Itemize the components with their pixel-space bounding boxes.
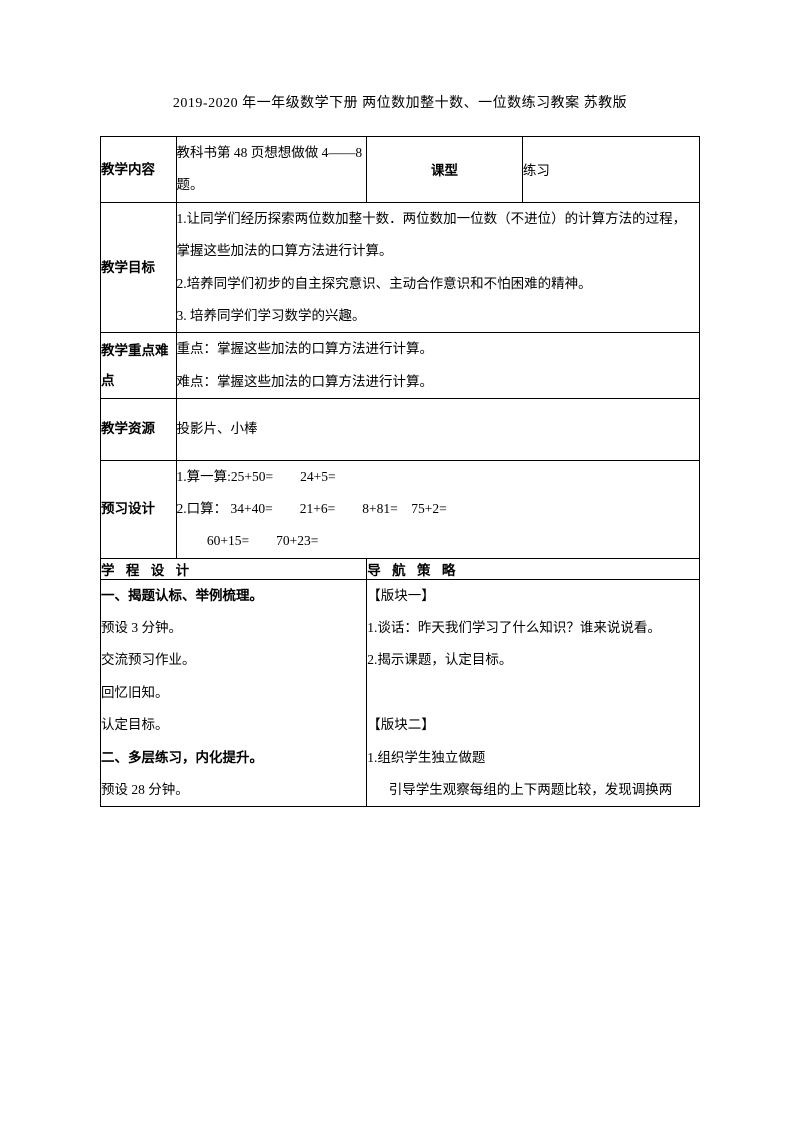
preview-line-1: 1.算一算:25+50= 24+5= <box>177 461 699 493</box>
row-preview: 预习设计 1.算一算:25+50= 24+5= 2.口算： 34+40= 21+… <box>101 460 700 558</box>
value-teaching-content: 教科书第 48 页想想做做 4——8 题。 <box>176 137 367 203</box>
right-block-1: 【版块一】 <box>367 580 699 612</box>
right-p4: 引导学生观察每组的上下两题比较，发现调换两 <box>367 774 699 806</box>
label-keypoints: 教学重点难点 <box>101 333 177 399</box>
spacer <box>367 677 699 709</box>
label-preview: 预习设计 <box>101 460 177 558</box>
guidance-strategy-content: 【版块一】 1.谈话：昨天我们学习了什么知识？谁来说说看。 2.揭示课题，认定目… <box>367 579 700 807</box>
value-preview: 1.算一算:25+50= 24+5= 2.口算： 34+40= 21+6= 8+… <box>176 460 699 558</box>
row-content: 教学内容 教科书第 48 页想想做做 4——8 题。 课型 练习 <box>101 137 700 203</box>
value-keypoints: 重点：掌握这些加法的口算方法进行计算。 难点：掌握这些加法的口算方法进行计算。 <box>176 333 699 399</box>
keypoint-1: 重点：掌握这些加法的口算方法进行计算。 <box>177 333 699 365</box>
header-guidance-strategy: 导 航 策 略 <box>367 558 700 579</box>
objective-2: 2.培养同学们初步的自主探究意识、主动合作意识和不怕困难的精神。 <box>177 268 699 300</box>
left-heading-1: 一、揭题认标、举例梳理。 <box>101 580 366 612</box>
row-objectives: 教学目标 1.让同学们经历探索两位数加整十数．两位数加一位数（不进位）的计算方法… <box>101 202 700 333</box>
header-process-design: 学 程 设 计 <box>101 558 367 579</box>
row-keypoints: 教学重点难点 重点：掌握这些加法的口算方法进行计算。 难点：掌握这些加法的口算方… <box>101 333 700 399</box>
lesson-plan-table: 教学内容 教科书第 48 页想想做做 4——8 题。 课型 练习 教学目标 1.… <box>100 136 700 807</box>
process-design-content: 一、揭题认标、举例梳理。 预设 3 分钟。 交流预习作业。 回忆旧知。 认定目标… <box>101 579 367 807</box>
left-heading-2: 二、多层练习，内化提升。 <box>101 742 366 774</box>
left-p3: 回忆旧知。 <box>101 677 366 709</box>
keypoint-2: 难点：掌握这些加法的口算方法进行计算。 <box>177 366 699 398</box>
value-resources: 投影片、小棒 <box>176 399 699 460</box>
right-p3: 1.组织学生独立做题 <box>367 742 699 774</box>
right-p2: 2.揭示课题，认定目标。 <box>367 644 699 676</box>
label-objectives: 教学目标 <box>101 202 177 333</box>
left-p2: 交流预习作业。 <box>101 644 366 676</box>
row-section-header: 学 程 设 计 导 航 策 略 <box>101 558 700 579</box>
label-resources: 教学资源 <box>101 399 177 460</box>
objective-3: 3. 培养同学们学习数学的兴趣。 <box>177 300 699 332</box>
label-teaching-content: 教学内容 <box>101 137 177 203</box>
right-block-2: 【版块二】 <box>367 709 699 741</box>
page-title: 2019-2020 年一年级数学下册 两位数加整十数、一位数练习教案 苏教版 <box>100 92 700 112</box>
left-p5: 预设 28 分钟。 <box>101 774 366 806</box>
right-p1: 1.谈话：昨天我们学习了什么知识？谁来说说看。 <box>367 612 699 644</box>
value-objectives: 1.让同学们经历探索两位数加整十数．两位数加一位数（不进位）的计算方法的过程，掌… <box>176 202 699 333</box>
preview-line-2: 2.口算： 34+40= 21+6= 8+81= 75+2= <box>177 493 699 525</box>
row-body: 一、揭题认标、举例梳理。 预设 3 分钟。 交流预习作业。 回忆旧知。 认定目标… <box>101 579 700 807</box>
value-class-type: 练习 <box>522 137 699 203</box>
left-p1: 预设 3 分钟。 <box>101 612 366 644</box>
label-class-type: 课型 <box>367 137 523 203</box>
row-resources: 教学资源 投影片、小棒 <box>101 399 700 460</box>
objective-1: 1.让同学们经历探索两位数加整十数．两位数加一位数（不进位）的计算方法的过程，掌… <box>177 203 699 268</box>
preview-line-3: 60+15= 70+23= <box>177 525 699 557</box>
left-p4: 认定目标。 <box>101 709 366 741</box>
